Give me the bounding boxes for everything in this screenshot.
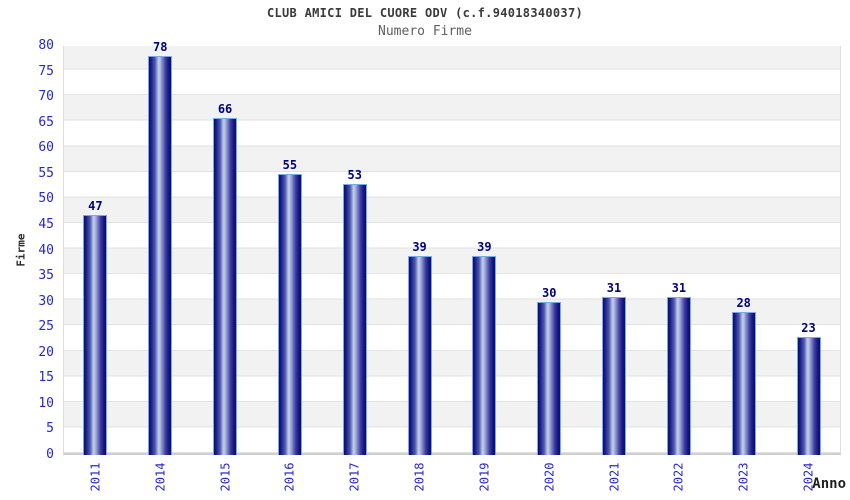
bar-value-label: 47	[88, 198, 103, 213]
bar-value-label: 39	[477, 239, 492, 254]
x-tick-label: 2020	[542, 462, 557, 492]
bar: 47	[83, 199, 108, 455]
bar-slot: 47	[63, 46, 128, 455]
y-tick-label: 70	[38, 89, 54, 105]
bar-value-label: 31	[671, 280, 687, 295]
bar: 31	[666, 281, 691, 455]
x-tick-label: 2014	[153, 462, 168, 492]
x-tick-slot: 2022	[646, 457, 711, 497]
bar-slot: 30	[517, 46, 582, 455]
bar-slot: 55	[257, 46, 322, 455]
bar-value-label: 66	[217, 101, 233, 116]
y-tick-label: 25	[38, 319, 54, 335]
x-tick-label: 2019	[477, 462, 492, 492]
bar: 53	[342, 168, 367, 455]
bar: 39	[407, 240, 432, 455]
x-tick-slot: 2011	[63, 457, 128, 497]
bar-slot: 39	[452, 46, 517, 455]
bar-slot: 31	[582, 46, 647, 455]
x-tick-label: 2016	[282, 462, 297, 492]
bar-value-label: 28	[736, 295, 751, 310]
y-tick-label: 0	[46, 447, 54, 462]
y-tick-label: 5	[46, 421, 54, 437]
y-tick-label: 75	[38, 63, 54, 79]
bar-value-label: 30	[541, 285, 557, 300]
x-tick-label: 2015	[218, 462, 233, 492]
y-tick-label: 15	[38, 370, 54, 386]
y-tick-label: 10	[38, 395, 54, 411]
bar: 23	[796, 321, 821, 455]
x-tick-slot: 2021	[582, 457, 647, 497]
x-tick-label: 2018	[412, 462, 427, 492]
bar: 78	[148, 40, 173, 455]
x-tick-slot: 2023	[711, 457, 776, 497]
x-axis-title: Anno	[812, 476, 846, 492]
x-tick-label: 2023	[736, 462, 751, 492]
bar-slot: 66	[193, 46, 258, 455]
chart-subtitle: Numero Firme	[378, 24, 472, 39]
plot-area	[63, 46, 841, 455]
x-axis: 2011 2014 2015 2016 2017 2018 2019 2020 2021 2022…	[63, 457, 841, 497]
y-tick-label: 60	[38, 140, 54, 156]
x-tick-label: 2021	[607, 462, 622, 492]
bar-value-label: 78	[153, 40, 168, 55]
bar-slot: 28	[711, 46, 776, 455]
bar-slot: 23	[776, 46, 841, 455]
bar: 28	[731, 296, 756, 455]
x-tick-label: 2022	[671, 462, 686, 492]
x-tick-slot: 2016	[257, 457, 322, 497]
y-tick-label: 20	[38, 344, 54, 360]
x-tick-slot: 2020	[517, 457, 582, 497]
bar-value-label: 31	[606, 280, 622, 295]
bar-value-label: 55	[282, 157, 298, 172]
y-tick-label: 45	[38, 216, 54, 232]
y-tick-label: 35	[38, 268, 54, 284]
bar: 31	[602, 281, 627, 455]
x-tick-slot: 2019	[452, 457, 517, 497]
x-tick-slot: 2018	[387, 457, 452, 497]
bar-slot: 78	[128, 40, 193, 455]
bar-slot: 53	[322, 46, 387, 455]
x-tick-slot: 2014	[128, 457, 193, 497]
y-tick-label: 40	[38, 242, 54, 258]
bar-value-label: 39	[412, 239, 427, 254]
x-tick-label: 2017	[347, 462, 362, 492]
chart-title: CLUB AMICI DEL CUORE ODV (c.f.9401834003…	[266, 6, 584, 20]
y-tick-label: 55	[38, 165, 54, 181]
bar: 66	[213, 102, 238, 455]
bars: 47 78 66 55 53 39 39 30 31 31 28 23	[63, 40, 841, 455]
x-tick-slot: 2015	[193, 457, 258, 497]
bar-slot: 39	[387, 46, 452, 455]
bar-value-label: 23	[801, 321, 816, 336]
bar: 39	[472, 240, 497, 455]
y-tick-label: 65	[38, 114, 54, 130]
x-tick-label: 2011	[88, 462, 103, 492]
y-tick-label: 50	[38, 191, 54, 207]
x-tick-slot: 2017	[322, 457, 387, 497]
bar: 55	[277, 158, 302, 455]
bar-slot: 31	[646, 46, 711, 455]
y-tick-label: 30	[38, 293, 54, 309]
bar-value-label: 53	[347, 168, 362, 183]
y-tick-label: 80	[38, 38, 54, 53]
bar: 30	[537, 286, 562, 455]
